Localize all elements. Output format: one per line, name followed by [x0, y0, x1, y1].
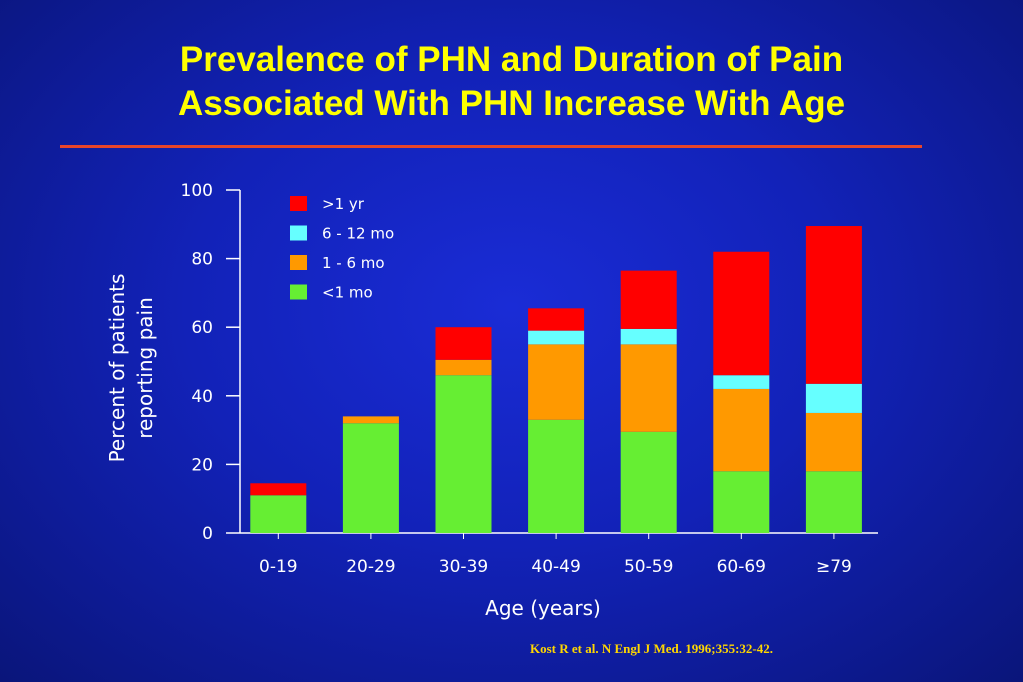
- bar-segment: [620, 431, 677, 533]
- bar-segment: [620, 344, 677, 432]
- y-tick-label: 0: [202, 524, 213, 544]
- title-line-1: Prevalence of PHN and Duration of Pain: [179, 40, 844, 79]
- bar-segment: [713, 251, 770, 376]
- bar-segment: [805, 471, 862, 533]
- legend-label: >1 yr: [322, 195, 365, 213]
- legend-swatch: [290, 225, 307, 241]
- y-tick-label: 40: [191, 387, 213, 407]
- x-tick-label: ≥79: [816, 557, 852, 577]
- bar-segment: [620, 270, 677, 329]
- y-tick-label: 80: [191, 250, 213, 270]
- slide-title: Prevalence of PHN and Duration of Pain A…: [0, 38, 1023, 126]
- legend-label: <1 mo: [322, 284, 373, 302]
- bar-segment: [250, 483, 307, 496]
- title-line-2: Associated With PHN Increase With Age: [177, 84, 846, 123]
- legend-swatch: [290, 255, 307, 270]
- y-tick-label: 20: [191, 455, 213, 475]
- bar-segment: [713, 471, 770, 533]
- title-divider: [60, 145, 922, 148]
- bar-segment: [435, 359, 492, 376]
- y-tick-label: 100: [181, 181, 213, 201]
- x-tick-label: 50-59: [624, 557, 673, 577]
- legend-label: 6 - 12 mo: [322, 225, 394, 243]
- citation: Kost R et al. N Engl J Med. 1996;355:32-…: [530, 641, 774, 656]
- bar-segment: [250, 495, 307, 533]
- x-tick-label: 20-29: [346, 557, 395, 577]
- bar-segment: [528, 330, 585, 345]
- bar-segment: [528, 308, 585, 331]
- bar-segment: [342, 423, 399, 533]
- legend-swatch: [290, 196, 307, 211]
- bar-segment: [435, 327, 492, 360]
- bar-segment: [805, 226, 862, 384]
- x-axis-title: Age (years): [485, 596, 601, 620]
- x-tick-label: 30-39: [439, 557, 488, 577]
- legend-label: 1 - 6 mo: [322, 254, 385, 272]
- y-tick-label: 60: [191, 318, 213, 338]
- bar-segment: [713, 375, 770, 389]
- bar-segment: [805, 383, 862, 413]
- bar-segment: [528, 344, 585, 420]
- x-tick-label: 60-69: [717, 557, 766, 577]
- bar-segment: [620, 328, 677, 345]
- legend-swatch: [290, 284, 307, 300]
- y-axis-title-line-2: reporting pain: [133, 297, 157, 439]
- bar-segment: [805, 412, 862, 472]
- x-tick-label: 40-49: [531, 557, 580, 577]
- bar-segment: [713, 388, 770, 472]
- x-tick-label: 0-19: [259, 557, 298, 577]
- bar-segment: [528, 419, 585, 533]
- bar-segment: [435, 375, 492, 533]
- bar-segment: [342, 416, 399, 424]
- y-axis-title-line-1: Percent of patients: [105, 274, 129, 463]
